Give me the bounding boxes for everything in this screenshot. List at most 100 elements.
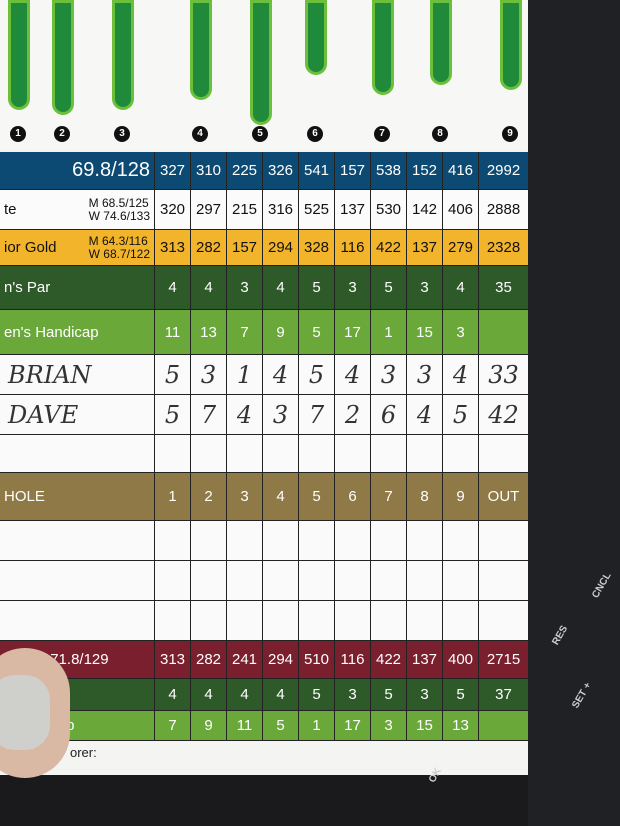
hole-cell: 137 (335, 190, 371, 229)
hole-cell: 137 (407, 230, 443, 265)
hole-cell[interactable] (335, 435, 371, 472)
hole-cell[interactable] (407, 601, 443, 640)
gold-tee-row: ior Gold M 64.3/116 W 68.7/122 313 282 157 294… (0, 230, 528, 266)
hole-cell[interactable] (335, 521, 371, 560)
score-cell[interactable]: 3 (371, 355, 407, 394)
hole-cell: 510 (299, 641, 335, 678)
score-cell[interactable]: 6 (371, 395, 407, 434)
hole-cell[interactable] (299, 521, 335, 560)
hole-cell[interactable] (263, 521, 299, 560)
total-cell (479, 310, 528, 354)
hole-cell: 4 (263, 266, 299, 309)
hole-cell[interactable] (155, 561, 191, 600)
hole-cell: 313 (155, 230, 191, 265)
hole-cell[interactable] (155, 601, 191, 640)
total-cell[interactable]: 42 (488, 400, 519, 429)
hole-cell[interactable] (443, 435, 479, 472)
hole-map-drawing (305, 0, 327, 75)
score-cell[interactable]: 4 (227, 395, 263, 434)
hole-cell: 422 (371, 641, 407, 678)
hole-cell: 15 (407, 711, 443, 740)
hole-maps: 1 2 3 4 5 6 7 8 9 (0, 0, 528, 150)
hole-cell[interactable] (155, 435, 191, 472)
hole-cell[interactable] (371, 435, 407, 472)
hole-cell[interactable] (407, 561, 443, 600)
hole-map-drawing (500, 0, 522, 90)
hole-cell[interactable] (191, 601, 227, 640)
score-cell[interactable]: 4 (407, 395, 443, 434)
hole-cell[interactable] (443, 521, 479, 560)
hole-cell[interactable] (371, 561, 407, 600)
hole-cell: 538 (371, 152, 407, 189)
hole-cell[interactable] (299, 601, 335, 640)
hole-cell[interactable] (407, 521, 443, 560)
empty-player-row-label (0, 561, 155, 600)
hole-cell: 1 (299, 711, 335, 740)
score-cell[interactable]: 7 (191, 395, 227, 434)
hole-cell: 406 (443, 190, 479, 229)
score-cell[interactable]: 5 (443, 395, 479, 434)
score-cell[interactable]: 4 (335, 355, 371, 394)
car-dashboard: CNCL RES SET + OK (427, 0, 620, 826)
hole-cell[interactable] (371, 601, 407, 640)
hole-cell[interactable] (155, 521, 191, 560)
score-cell[interactable]: 2 (335, 395, 371, 434)
hole-cell[interactable] (191, 561, 227, 600)
total-cell[interactable] (479, 561, 528, 600)
score-cell[interactable]: 5 (299, 355, 335, 394)
hole-cell: 5 (371, 679, 407, 710)
empty-player-row (0, 601, 528, 641)
hole-cell[interactable] (335, 601, 371, 640)
hole-cell: 13 (191, 310, 227, 354)
total-cell[interactable] (479, 521, 528, 560)
hole-cell[interactable] (263, 435, 299, 472)
hole-cell[interactable] (263, 561, 299, 600)
hole-cell: 7 (371, 473, 407, 520)
hole-cell[interactable] (227, 601, 263, 640)
hole-cell: 1 (371, 310, 407, 354)
hole-cell[interactable] (191, 435, 227, 472)
hole-cell: 320 (155, 190, 191, 229)
score-cell[interactable]: 7 (299, 395, 335, 434)
hole-cell[interactable] (299, 561, 335, 600)
hole-cell[interactable] (371, 521, 407, 560)
total-cell[interactable] (479, 601, 528, 640)
hole-cell: 282 (191, 230, 227, 265)
hole-cell: 5 (299, 679, 335, 710)
hole-cell: 316 (263, 190, 299, 229)
hole-cell[interactable] (227, 521, 263, 560)
score-cell[interactable]: 3 (191, 355, 227, 394)
hole-cell[interactable] (443, 601, 479, 640)
scorer-label: orer: (70, 745, 97, 760)
hole-map-drawing (112, 0, 134, 110)
total-cell[interactable]: 33 (488, 360, 519, 389)
score-cell[interactable]: 3 (407, 355, 443, 394)
hole-cell[interactable] (227, 435, 263, 472)
total-cell[interactable] (479, 435, 528, 472)
hole-cell: 17 (335, 310, 371, 354)
hole-cell: 241 (227, 641, 263, 678)
hole-cell: 116 (335, 230, 371, 265)
hole-cell[interactable] (443, 561, 479, 600)
hole-cell[interactable] (227, 561, 263, 600)
score-cell[interactable]: 1 (227, 355, 263, 394)
blue-tee-row-label: 69.8/128 (0, 152, 155, 189)
score-cell[interactable]: 4 (443, 355, 479, 394)
ladies-par-row: Par44445353537 (0, 679, 528, 711)
player-row-brian-label: BRIAN (0, 355, 155, 394)
course-rating: 69.8/128 (72, 159, 150, 181)
hole-cell[interactable] (299, 435, 335, 472)
hole-cell[interactable] (407, 435, 443, 472)
score-cell[interactable]: 4 (263, 355, 299, 394)
hole-cell: 294 (263, 641, 299, 678)
hole-cell: 530 (371, 190, 407, 229)
total-cell: 2992 (486, 162, 521, 179)
hole-cell[interactable] (263, 601, 299, 640)
score-cell[interactable]: 5 (155, 355, 191, 394)
score-cell[interactable]: 3 (263, 395, 299, 434)
hole-cell: 137 (407, 641, 443, 678)
hole-cell[interactable] (191, 521, 227, 560)
score-cell[interactable]: 5 (155, 395, 191, 434)
hole-cell[interactable] (335, 561, 371, 600)
